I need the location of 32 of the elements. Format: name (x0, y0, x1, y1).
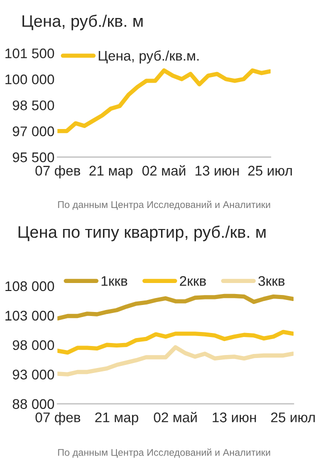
legend-label: 1ккв (102, 276, 128, 286)
y-tick-label: 108 000 (5, 281, 54, 292)
legend-label: 3ккв (258, 276, 285, 286)
line-series (57, 345, 294, 376)
x-tick-label: 07 фев (36, 412, 80, 426)
x-tick-label: 25 июл (271, 412, 315, 422)
legend-label: 2ккв (180, 276, 206, 286)
x-tick-label: 13 июн (212, 412, 256, 422)
x-tick-label: 21 мар (95, 412, 138, 426)
text: По данным Центра Исследований и Аналитики (58, 448, 270, 458)
y-tick-label: 93 000 (12, 370, 54, 380)
x-tick-label: 13 июн (196, 166, 239, 176)
legend-label: Цена, руб./кв.м. (98, 50, 199, 64)
y-tick-label: 100 000 (5, 74, 54, 84)
y-tick-label: 88 000 (12, 399, 54, 409)
chart-title: Цена по типу квартир, руб./кв. м (18, 226, 266, 242)
x-tick-label: 07 фев (35, 165, 80, 178)
x-tick-label: 02 май (154, 412, 197, 422)
y-tick-label: 97 000 (12, 126, 54, 136)
y-tick-label: 101 500 (5, 48, 54, 58)
text: По данным Центра Исследований и Аналитики (58, 200, 270, 210)
line-series (57, 294, 294, 320)
chart-title: Цена, руб./кв. м (22, 14, 143, 30)
x-tick-label: 21 мар (89, 166, 132, 178)
y-tick-label: 103 000 (5, 310, 54, 321)
x-tick-label: 02 май (142, 165, 186, 176)
line-series (57, 68, 271, 134)
y-tick-label: 95 500 (12, 152, 54, 162)
line-series (57, 330, 294, 355)
y-tick-label: 98 500 (12, 100, 54, 110)
x-tick-label: 25 июл (248, 166, 292, 176)
y-tick-label: 98 000 (12, 340, 54, 350)
